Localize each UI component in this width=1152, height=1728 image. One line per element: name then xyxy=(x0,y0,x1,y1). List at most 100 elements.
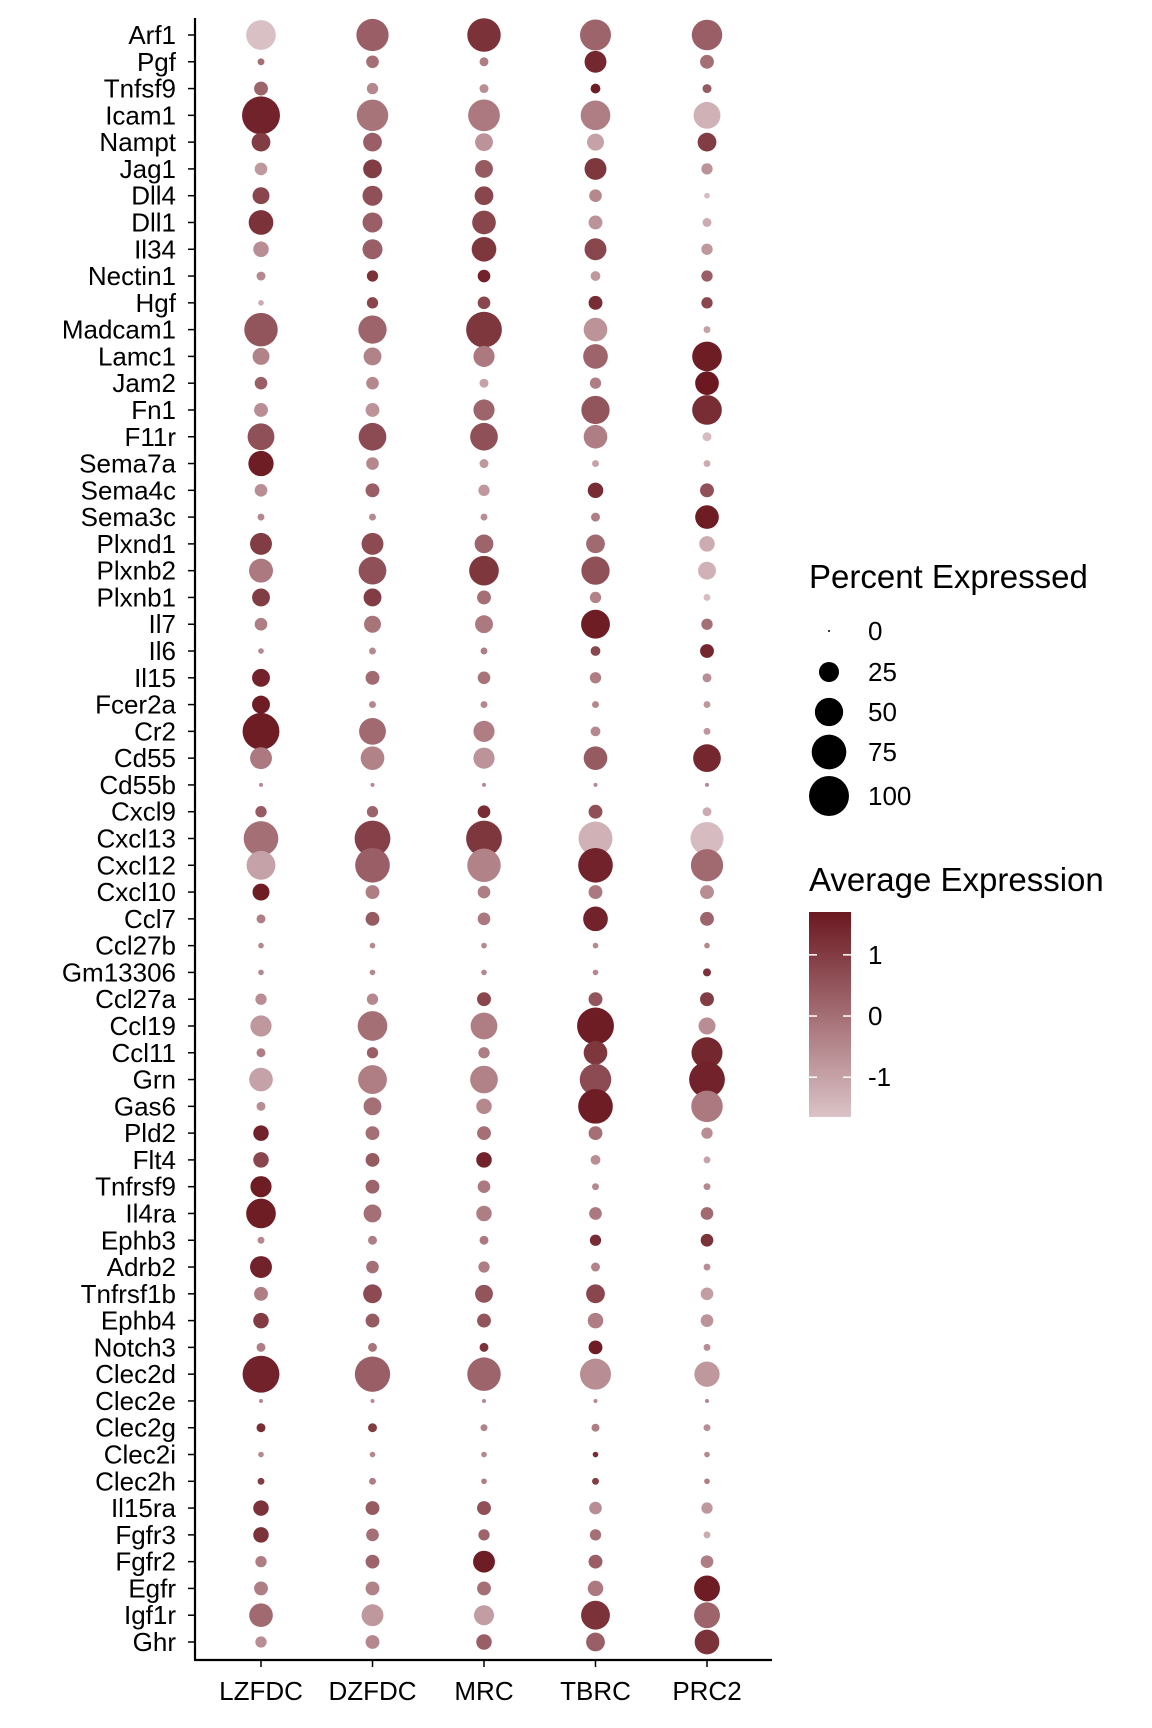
dot-ccl27b-dzfdc xyxy=(369,942,376,949)
dot-ephb4-dzfdc xyxy=(365,1313,380,1328)
dot-cxcl10-dzfdc xyxy=(365,885,380,899)
dot-cr2-tbrc xyxy=(590,726,601,737)
dot-sema7a-dzfdc xyxy=(366,457,379,470)
y-tick-label-ephb4: Ephb4 xyxy=(101,1306,176,1336)
dot-notch3-dzfdc xyxy=(368,1342,377,1352)
dot-tnfrsf1b-prc2 xyxy=(700,1287,714,1301)
dot-cxcl9-lzfdc xyxy=(255,806,267,818)
dot-tnfrsf1b-dzfdc xyxy=(363,1284,382,1304)
dot-igf1r-dzfdc xyxy=(361,1604,384,1627)
y-tick-label-cd55: Cd55 xyxy=(114,743,176,773)
dot-clec2d-mrc xyxy=(467,1357,501,1391)
dot-tnfsf9-prc2 xyxy=(702,84,712,94)
dot-fn1-lzfdc xyxy=(254,403,268,417)
dot-pld2-dzfdc xyxy=(365,1126,380,1141)
dot-clec2d-tbrc xyxy=(580,1358,611,1390)
dot-plxnd1-tbrc xyxy=(586,534,605,554)
dot-ghr-mrc xyxy=(476,1634,492,1650)
dot-clec2d-lzfdc xyxy=(242,1355,280,1393)
dot-adrb2-prc2 xyxy=(703,1263,711,1271)
y-tick-label-plxnd1: Plxnd1 xyxy=(97,529,177,559)
dot-tnfrsf1b-lzfdc xyxy=(254,1286,268,1301)
y-tick-label-fn1: Fn1 xyxy=(131,395,176,425)
y-tick-label-tnfrsf1b: Tnfrsf1b xyxy=(81,1279,176,1309)
dot-ccl11-tbrc xyxy=(583,1040,608,1065)
dot-ccl19-mrc xyxy=(470,1012,498,1040)
dot-dll1-tbrc xyxy=(588,215,603,230)
dot-cxcl12-lzfdc xyxy=(246,850,276,880)
y-tick-label-clec2d: Clec2d xyxy=(95,1359,176,1389)
y-tick-label-gas6: Gas6 xyxy=(114,1091,176,1121)
dot-ccl27b-lzfdc xyxy=(258,942,264,949)
size-legend-dot xyxy=(828,630,830,632)
dot-jag1-prc2 xyxy=(701,163,713,175)
dot-cxcl9-tbrc xyxy=(588,804,603,819)
y-tick-label-sema4c: Sema4c xyxy=(81,475,176,505)
dot-icam1-lzfdc xyxy=(242,96,280,135)
y-tick-label-ccl19: Ccl19 xyxy=(110,1011,176,1041)
y-tick-label-igf1r: Igf1r xyxy=(124,1600,176,1630)
y-tick-label-dll1: Dll1 xyxy=(131,207,176,237)
dot-madcam1-dzfdc xyxy=(358,315,387,344)
dot-dll1-dzfdc xyxy=(362,212,383,233)
dot-arf1-prc2 xyxy=(691,19,723,51)
y-tick-label-cxcl10: Cxcl10 xyxy=(97,877,176,907)
dot-dll4-mrc xyxy=(474,186,494,206)
dot-hgf-tbrc xyxy=(588,295,603,310)
dot-dll4-dzfdc xyxy=(362,185,383,206)
dot-madcam1-mrc xyxy=(466,311,502,348)
x-tick-label-prc2: PRC2 xyxy=(672,1676,741,1706)
dot-fn1-mrc xyxy=(473,399,495,421)
dot-il15ra-mrc xyxy=(477,1501,491,1516)
dot-gas6-mrc xyxy=(476,1098,492,1115)
dot-flt4-mrc xyxy=(476,1152,492,1168)
dot-cd55b-prc2 xyxy=(705,782,709,787)
dot-gm13306-dzfdc xyxy=(369,969,376,976)
dot-plxnb1-mrc xyxy=(477,590,491,605)
color-legend-tick-label: -1 xyxy=(868,1062,891,1092)
size-legend-dot xyxy=(809,776,849,816)
dot-il7-dzfdc xyxy=(364,615,381,633)
dot-il15ra-tbrc xyxy=(589,1501,602,1515)
dot-arf1-lzfdc xyxy=(246,20,276,50)
dot-jam2-prc2 xyxy=(695,371,719,396)
dot-gm13306-tbrc xyxy=(592,969,599,976)
dot-flt4-tbrc xyxy=(590,1155,601,1165)
dot-sema3c-dzfdc xyxy=(369,513,376,521)
dot-jam2-dzfdc xyxy=(366,376,379,390)
dot-gas6-tbrc xyxy=(578,1089,613,1124)
dot-cr2-prc2 xyxy=(703,727,711,735)
dot-pld2-mrc xyxy=(477,1126,491,1141)
dot-clec2d-dzfdc xyxy=(354,1356,391,1392)
dot-fn1-dzfdc xyxy=(365,403,380,417)
dot-fcer2a-prc2 xyxy=(703,701,711,709)
dot-cxcl10-tbrc xyxy=(588,885,603,899)
dot-cd55b-tbrc xyxy=(593,782,598,787)
dot-nampt-mrc xyxy=(475,133,493,152)
dot-egfr-tbrc xyxy=(587,1580,604,1597)
dot-ccl7-mrc xyxy=(477,912,491,926)
dot-cxcl10-prc2 xyxy=(700,885,714,899)
dot-il4ra-tbrc xyxy=(589,1207,602,1220)
dot-ccl7-tbrc xyxy=(583,906,608,932)
dot-il7-lzfdc xyxy=(254,617,268,631)
dot-madcam1-prc2 xyxy=(703,326,711,334)
y-tick-label-fgfr2: Fgfr2 xyxy=(115,1547,176,1577)
dot-il15-prc2 xyxy=(702,673,712,683)
dot-ephb3-lzfdc xyxy=(257,1236,265,1244)
dot-notch3-tbrc xyxy=(588,1340,603,1355)
color-legend-tick-label: 0 xyxy=(868,1001,882,1031)
dot-hgf-dzfdc xyxy=(366,297,379,309)
dot-clec2h-dzfdc xyxy=(369,1477,376,1485)
dot-arf1-mrc xyxy=(467,18,501,52)
dot-nectin1-dzfdc xyxy=(366,270,379,282)
dot-fgfr3-prc2 xyxy=(703,1531,711,1539)
dot-clec2h-prc2 xyxy=(704,1478,710,1485)
dot-clec2e-mrc xyxy=(482,1398,486,1403)
dot-il4ra-prc2 xyxy=(700,1207,714,1220)
dot-ccl7-lzfdc xyxy=(256,914,266,924)
dot-cd55b-dzfdc xyxy=(370,782,375,787)
y-tick-label-clec2e: Clec2e xyxy=(95,1386,176,1416)
dot-hgf-lzfdc xyxy=(258,300,264,306)
dot-il4ra-lzfdc xyxy=(246,1198,276,1229)
